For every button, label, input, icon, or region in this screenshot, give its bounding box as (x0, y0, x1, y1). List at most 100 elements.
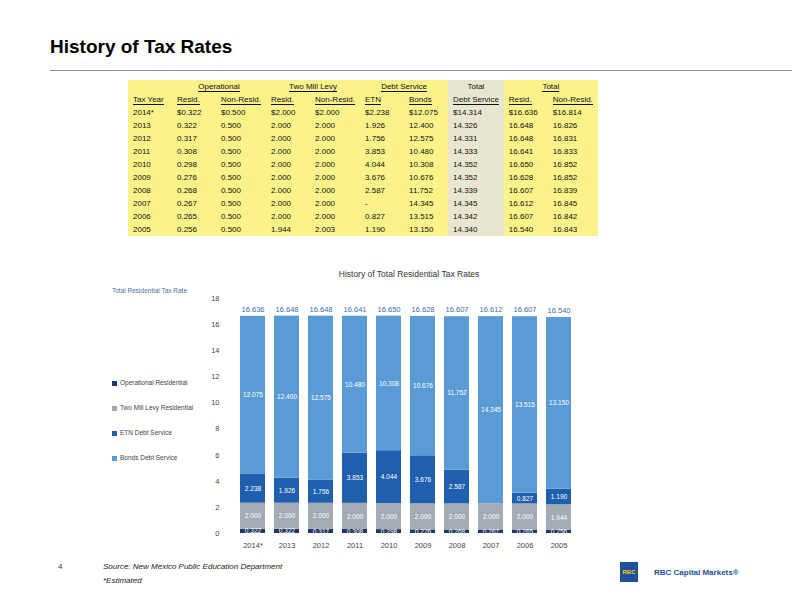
html-text:Total: Total (467, 82, 485, 91)
svg-text:16.636: 16.636 (242, 305, 265, 314)
html-text:Debt Service: Debt Service (381, 82, 427, 91)
html-text:Resid.: Resid. (271, 95, 294, 104)
svg-text:12.575: 12.575 (311, 394, 331, 401)
svg-text:16: 16 (211, 320, 219, 329)
svg-text:3.676: 3.676 (415, 476, 432, 483)
html-text:History of Tax Rates: History of Tax Rates (50, 36, 233, 57)
svg-text:2.000: 2.000 (449, 513, 466, 520)
html-text:Tax Year: Tax Year (133, 95, 164, 104)
html-text:Debt Service: Debt Service (453, 95, 499, 104)
svg-text:0.256: 0.256 (551, 528, 568, 535)
svg-text:12: 12 (211, 372, 219, 381)
svg-text:2.238: 2.238 (245, 485, 262, 492)
svg-text:2014*: 2014* (243, 541, 263, 550)
html-text:0.500: 0.500 (221, 121, 241, 130)
svg-text:10.676: 10.676 (413, 382, 433, 389)
svg-text:0.265: 0.265 (517, 528, 534, 535)
svg-text:1.926: 1.926 (279, 487, 296, 494)
svg-text:0.308: 0.308 (347, 528, 364, 535)
html-text:$2.000: $2.000 (271, 108, 296, 117)
svg-text:16.612: 16.612 (480, 305, 503, 314)
svg-text:0.317: 0.317 (313, 528, 330, 535)
svg-text:2: 2 (215, 503, 219, 512)
svg-text:11.752: 11.752 (447, 389, 467, 396)
html-text:Non-Resid.: Non-Resid. (315, 95, 355, 104)
svg-text:2.000: 2.000 (483, 513, 500, 520)
svg-text:10.480: 10.480 (345, 381, 365, 388)
svg-text:13.515: 13.515 (515, 401, 535, 408)
svg-text:13.150: 13.150 (549, 399, 569, 406)
html-text:$16.636: $16.636 (508, 108, 538, 117)
html-text:$16.814: $16.814 (552, 108, 582, 117)
svg-text:1.756: 1.756 (313, 488, 330, 495)
svg-text:14.345: 14.345 (481, 406, 501, 413)
html-text:2014*: 2014* (133, 108, 154, 117)
svg-text:16.650: 16.650 (378, 305, 401, 314)
svg-text:0.268: 0.268 (449, 528, 466, 535)
svg-text:18: 18 (211, 294, 219, 303)
svg-text:12.400: 12.400 (277, 393, 297, 400)
svg-text:0.298: 0.298 (381, 528, 398, 535)
svg-text:2.000: 2.000 (347, 513, 364, 520)
svg-text:16.607: 16.607 (446, 305, 469, 314)
svg-text:4.044: 4.044 (381, 473, 398, 480)
html-text:Non-Resid.: Non-Resid. (552, 95, 593, 104)
svg-text:10: 10 (211, 398, 219, 407)
svg-text:0: 0 (215, 529, 219, 538)
svg-text:0.267: 0.267 (483, 528, 500, 535)
svg-text:2012: 2012 (313, 541, 330, 550)
html-text:Total: Total (542, 82, 560, 91)
html-text:History of Total Residential T: History of Total Residential Tax Rates (338, 269, 480, 279)
html-text:$0.500: $0.500 (221, 108, 246, 117)
svg-text:0.322: 0.322 (279, 527, 296, 534)
svg-text:2.587: 2.587 (449, 483, 466, 490)
svg-text:2007: 2007 (483, 541, 500, 550)
svg-text:2008: 2008 (449, 541, 466, 550)
html-text:0.322: 0.322 (177, 121, 197, 130)
svg-text:2009: 2009 (415, 541, 432, 550)
svg-text:0.276: 0.276 (415, 528, 432, 535)
svg-text:10.308: 10.308 (379, 379, 399, 386)
html-text:Two Mill Levy: Two Mill Levy (289, 82, 337, 91)
svg-text:2.000: 2.000 (415, 513, 432, 520)
svg-text:2011: 2011 (347, 541, 363, 550)
html-text:Resid.: Resid. (177, 95, 200, 104)
html-text:Non-Resid.: Non-Resid. (221, 95, 261, 104)
svg-text:16.648: 16.648 (310, 305, 333, 314)
svg-text:14: 14 (211, 346, 219, 355)
svg-text:4: 4 (215, 477, 219, 486)
svg-text:0.322: 0.322 (245, 527, 262, 534)
svg-text:2.000: 2.000 (381, 513, 398, 520)
html-text:$14.314: $14.314 (453, 108, 482, 117)
html-text:Bonds: Bonds (409, 95, 432, 104)
svg-text:1.944: 1.944 (551, 514, 568, 521)
html-text:$12.075: $12.075 (409, 108, 438, 117)
html-text:$2.238: $2.238 (365, 108, 390, 117)
svg-text:3.853: 3.853 (347, 474, 364, 481)
html-text:$2.000: $2.000 (315, 108, 340, 117)
svg-text:16.648: 16.648 (276, 305, 299, 314)
html-text:RBC Capital Markets®: RBC Capital Markets® (654, 567, 739, 577)
svg-text:2.000: 2.000 (313, 512, 330, 519)
svg-text:2.000: 2.000 (279, 512, 296, 519)
svg-text:16.628: 16.628 (412, 305, 435, 314)
svg-text:2005: 2005 (551, 541, 568, 550)
html-text:ETN: ETN (365, 95, 381, 104)
html-text:2013: 2013 (133, 121, 151, 130)
svg-text:2013: 2013 (279, 541, 296, 550)
svg-text:16.540: 16.540 (548, 306, 571, 315)
svg-text:16.607: 16.607 (514, 305, 537, 314)
svg-text:8: 8 (215, 424, 219, 433)
svg-text:2.000: 2.000 (517, 513, 534, 520)
svg-text:2010: 2010 (381, 541, 398, 550)
html-text:Resid.: Resid. (508, 95, 532, 104)
svg-text:6: 6 (215, 451, 219, 460)
html-text:$0.322: $0.322 (177, 108, 202, 117)
html-text:Operational: Operational (198, 82, 240, 91)
svg-text:16.641: 16.641 (344, 305, 367, 314)
svg-text:12.075: 12.075 (243, 391, 263, 398)
svg-text:1.190: 1.190 (551, 493, 568, 500)
svg-text:0.827: 0.827 (517, 495, 534, 502)
svg-text:2006: 2006 (517, 541, 534, 550)
svg-text:2.000: 2.000 (245, 512, 262, 519)
